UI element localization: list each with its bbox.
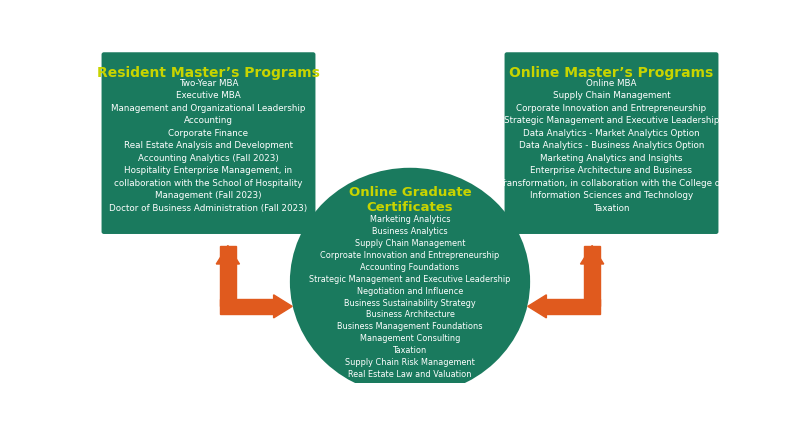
Polygon shape <box>581 246 604 264</box>
Polygon shape <box>216 246 239 264</box>
Polygon shape <box>274 295 292 318</box>
Text: Marketing Analytics
Business Analytics
Supply Chain Management
Corproate Innovat: Marketing Analytics Business Analytics S… <box>310 215 510 378</box>
Ellipse shape <box>290 169 530 396</box>
FancyBboxPatch shape <box>102 53 315 234</box>
Text: Online Graduate
Certificates: Online Graduate Certificates <box>349 185 471 213</box>
Bar <box>220 299 274 314</box>
FancyBboxPatch shape <box>505 53 718 234</box>
Text: Online MBA
Supply Chain Management
Corporate Innovation and Entrepreneurship
Str: Online MBA Supply Chain Management Corpo… <box>499 79 724 212</box>
Text: Resident Master’s Programs: Resident Master’s Programs <box>97 65 320 80</box>
Text: Online Master’s Programs: Online Master’s Programs <box>510 65 714 80</box>
Text: Two-Year MBA
Executive MBA
Management and Organizational Leadership
Accounting
C: Two-Year MBA Executive MBA Management an… <box>110 79 308 212</box>
Bar <box>546 299 600 314</box>
Bar <box>584 246 600 307</box>
Polygon shape <box>528 295 546 318</box>
Bar <box>220 246 236 307</box>
